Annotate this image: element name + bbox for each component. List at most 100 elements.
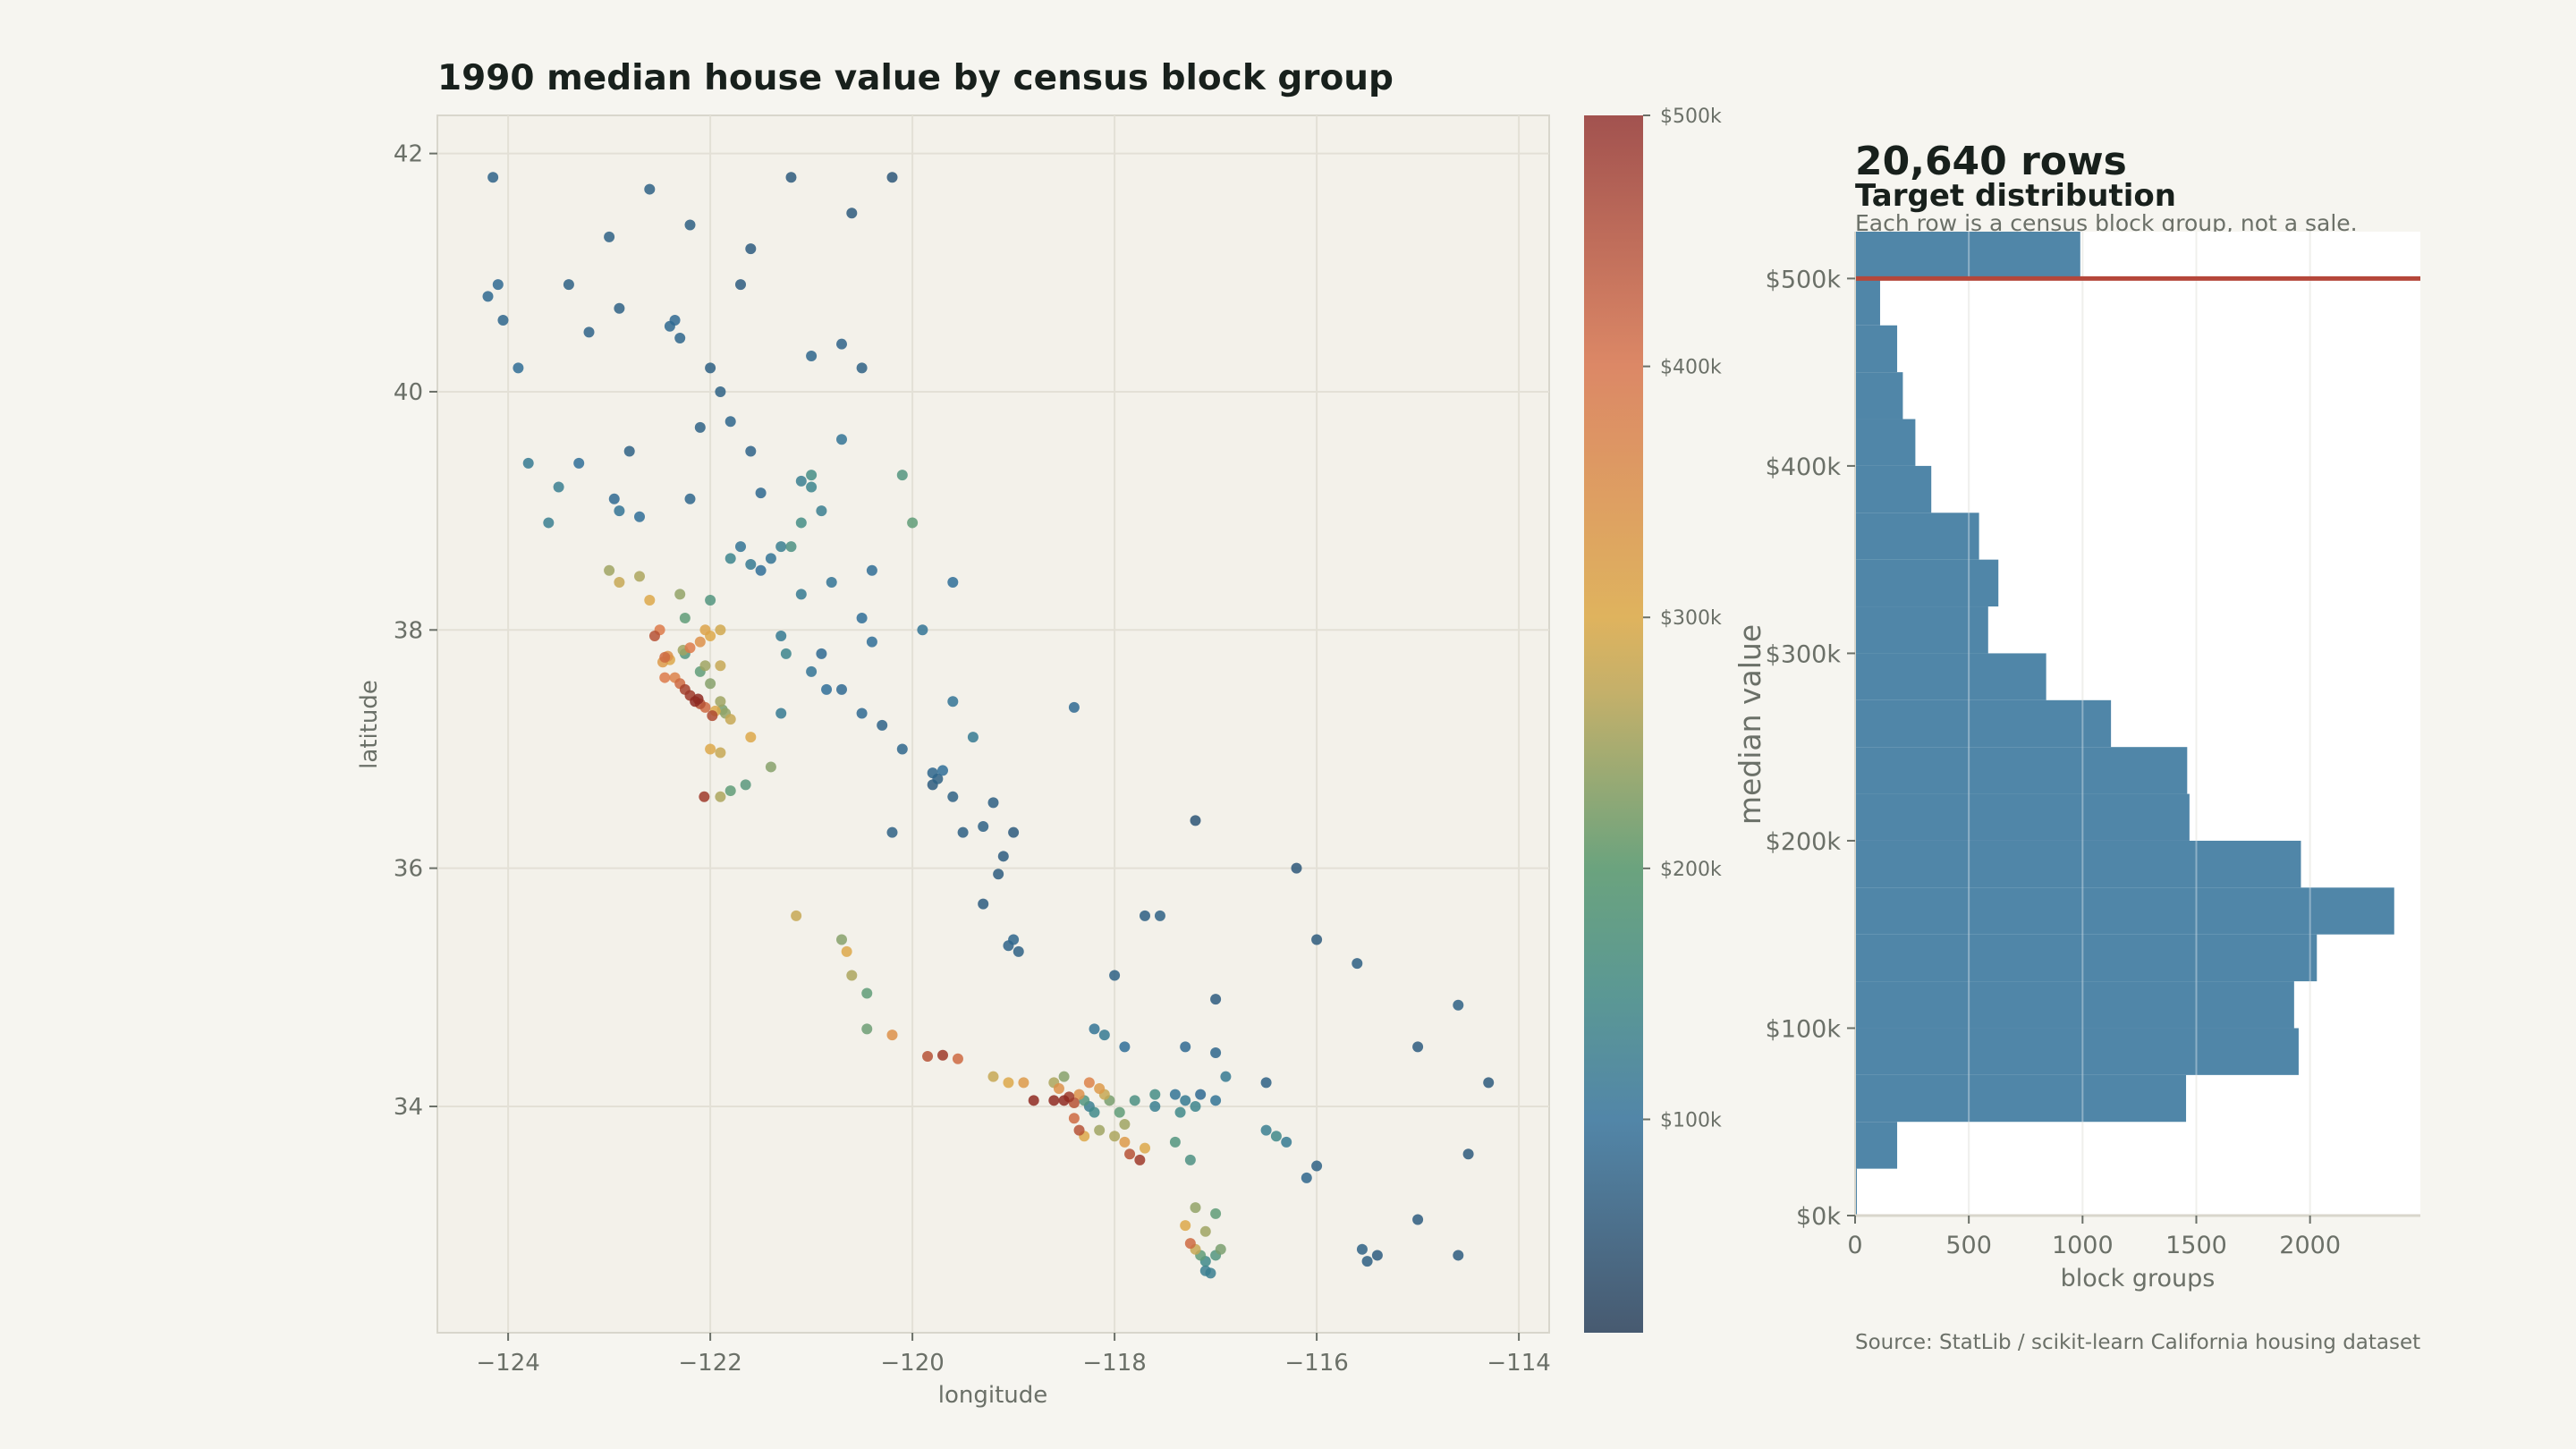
map-point — [1124, 1148, 1136, 1160]
map-point — [1210, 994, 1222, 1005]
map-point — [1215, 1243, 1226, 1255]
histogram-ytick-label: $400k — [1766, 453, 1842, 481]
map-point — [1098, 1030, 1110, 1041]
map-point — [614, 577, 625, 589]
colorbar: $100k $200k $300k $400k $500k — [1584, 106, 1722, 1333]
map-point — [513, 362, 524, 374]
histogram-xtick-label: 500 — [1945, 1232, 1992, 1259]
histogram-xtick-label: 2000 — [2279, 1232, 2341, 1259]
histogram-bar — [1855, 699, 2112, 748]
map-plot-area — [436, 114, 1550, 1334]
map-point — [806, 665, 818, 677]
histogram-ytick-label: $300k — [1766, 640, 1842, 668]
map-point — [1109, 970, 1121, 981]
map-ylabel: latitude — [356, 680, 383, 769]
map-point — [987, 797, 999, 809]
map-point — [1199, 1225, 1211, 1237]
map-point — [644, 183, 656, 195]
histogram-bar — [1855, 887, 2394, 935]
map-point — [614, 505, 625, 517]
map-point — [937, 1049, 948, 1061]
map-xtick-label: −116 — [1284, 1350, 1348, 1377]
map-axes: −124 −122 −120 −118 −116 −114 34 36 38 40 42 longi… — [356, 114, 1551, 1409]
histogram-bar — [1855, 465, 1932, 513]
map-point — [1412, 1214, 1424, 1225]
map-point — [1068, 701, 1080, 713]
histogram-ticks: 0 500 1000 1500 2000 $0k $100k $200k $300k $400k $… — [1766, 266, 2341, 1259]
source-footer: Source: StatLib / scikit-learn Californi… — [1855, 1331, 2420, 1354]
map-point — [1180, 1095, 1191, 1106]
map-point — [927, 767, 938, 779]
map-point — [705, 595, 716, 606]
map-point — [896, 470, 908, 481]
colorbar-tick-label: $400k — [1660, 357, 1722, 379]
map-point — [1028, 1095, 1039, 1106]
map-point — [846, 208, 858, 219]
map-point — [1174, 1106, 1186, 1118]
map-point — [692, 693, 704, 705]
map-point — [573, 457, 585, 469]
map-points — [482, 172, 1495, 1279]
map-point — [947, 791, 959, 802]
histogram-xtick-label: 1000 — [2052, 1232, 2114, 1259]
map-point — [1073, 1089, 1085, 1100]
map-point — [806, 351, 818, 362]
map-point — [745, 732, 757, 743]
map-point — [1453, 999, 1464, 1011]
histogram-title: Target distribution — [1855, 178, 2176, 214]
map-point — [795, 517, 807, 529]
map-ytick-label: 38 — [394, 617, 423, 644]
map-point — [715, 696, 726, 708]
map-point — [937, 765, 948, 776]
map-point — [705, 362, 716, 374]
histogram-bar — [1855, 840, 2301, 888]
map-point — [1412, 1041, 1424, 1053]
map-point — [715, 386, 726, 397]
map-point — [1210, 1095, 1222, 1106]
histogram-bar — [1855, 372, 1903, 419]
map-point — [987, 1071, 999, 1082]
map-point — [1154, 910, 1165, 921]
map-point — [497, 315, 509, 326]
histogram-bar — [1855, 232, 2080, 279]
map-point — [724, 785, 736, 797]
colorbar-gradient — [1584, 115, 1643, 1333]
histogram-bar — [1855, 1122, 1898, 1169]
map-point — [841, 945, 852, 957]
map-point — [861, 987, 873, 999]
map-point — [1089, 1023, 1100, 1035]
map-point — [724, 553, 736, 564]
map-point — [604, 231, 615, 242]
map-point — [1003, 1077, 1014, 1089]
histogram-bar — [1855, 559, 1999, 607]
colorbar-ticks: $100k $200k $300k $400k $500k — [1643, 106, 1722, 1131]
map-point — [659, 672, 671, 683]
map-point — [755, 564, 767, 576]
map-title: 1990 median house value by census block … — [437, 58, 1394, 98]
map-point — [1462, 1148, 1474, 1160]
histogram-bar — [1855, 1168, 1858, 1216]
map-point — [1195, 1089, 1207, 1100]
map-point — [1068, 1113, 1080, 1124]
map-point — [775, 541, 787, 553]
map-point — [735, 279, 746, 291]
map-point — [1149, 1089, 1161, 1100]
map-point — [634, 571, 645, 582]
histogram-ytick-label: $0k — [1796, 1203, 1841, 1231]
map-point — [957, 826, 969, 838]
histogram-axes: 0 500 1000 1500 2000 $0k $100k $200k $300k $400k $… — [1733, 232, 2420, 1292]
map-point — [1190, 1202, 1201, 1214]
map-point — [821, 683, 833, 695]
map-point — [1169, 1136, 1181, 1148]
map-point — [997, 851, 1009, 862]
map-point — [1089, 1106, 1100, 1118]
map-point — [1119, 1118, 1131, 1130]
map-point — [705, 743, 716, 755]
map-point — [816, 505, 827, 517]
map-xlabel: longitude — [938, 1382, 1048, 1409]
map-point — [1169, 1089, 1181, 1100]
map-point — [1301, 1172, 1312, 1183]
map-point — [1058, 1071, 1070, 1082]
map-point — [806, 470, 818, 481]
map-point — [684, 493, 696, 504]
